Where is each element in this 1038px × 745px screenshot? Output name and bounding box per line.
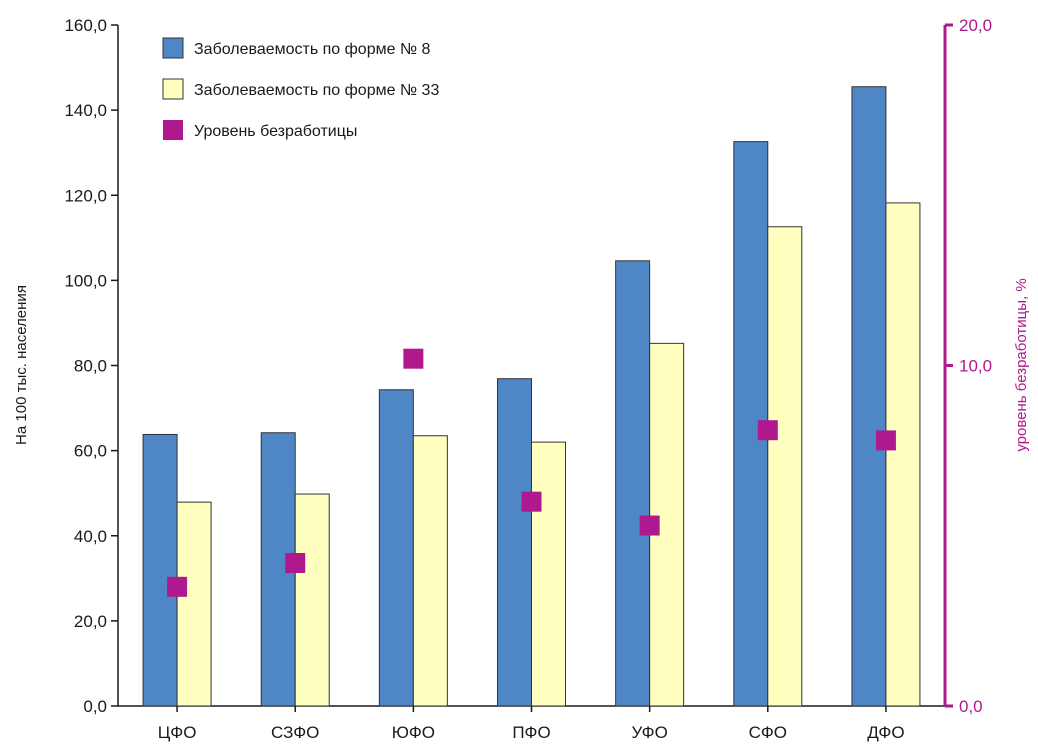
y-tick-label-left: 0,0 — [83, 697, 107, 716]
legend-swatch-form8 — [162, 37, 184, 59]
ticks-layer: 0,0 20,0 40,0 60,0 80,0 100,0 120,0 140,0 160,0 0… — [64, 16, 992, 716]
y-tick-label-left: 40,0 — [74, 527, 107, 546]
legend: Заболеваемость по форме № 8 Заболеваемос… — [162, 37, 439, 140]
y-axis-title-right: уровень безработицы, % — [1013, 278, 1030, 451]
bar-form8 — [497, 378, 532, 707]
marker-unemployment — [167, 576, 188, 597]
x-tick-label: СЗФО — [271, 723, 319, 742]
y-tick-label-left: 20,0 — [74, 612, 107, 631]
marker-unemployment — [521, 491, 542, 512]
y-axis-title-left: На 100 тыс. населения — [13, 285, 30, 445]
x-tick-label: ДФО — [867, 723, 904, 742]
legend-label-unemployment: Уровень безработицы — [194, 123, 357, 140]
y-tick-label-right: 0,0 — [959, 697, 983, 716]
category-labels: ЦФО СЗФО ЮФО ПФО УФО СФО ДФО — [158, 706, 905, 742]
bar-form8 — [851, 86, 887, 707]
marker-unemployment — [403, 348, 424, 369]
y-tick-label-left: 80,0 — [74, 357, 107, 376]
y-tick-label-left: 160,0 — [64, 16, 107, 35]
bar-form8 — [142, 433, 178, 707]
x-tick-label: ЦФО — [158, 723, 197, 742]
y-tick-label-left: 120,0 — [64, 186, 107, 205]
marker-unemployment — [285, 552, 306, 573]
x-tick-label: ЮФО — [392, 723, 435, 742]
bar-form8 — [378, 389, 414, 707]
x-tick-label: ПФО — [512, 723, 550, 742]
y-tick-label-left: 140,0 — [64, 101, 107, 120]
bar-form33 — [767, 226, 803, 707]
legend-swatch-form33 — [162, 78, 184, 100]
bar-form33 — [176, 501, 212, 707]
x-tick-label: СФО — [749, 723, 787, 742]
marker-unemployment — [757, 420, 778, 441]
bar-form33 — [412, 435, 448, 707]
marker-unemployment — [639, 515, 660, 536]
y-tick-label-right: 10,0 — [959, 357, 992, 376]
y-tick-label-left: 100,0 — [64, 271, 107, 290]
legend-swatch-unemployment — [163, 120, 183, 140]
y-tick-label-left: 60,0 — [74, 442, 107, 461]
bars-layer — [142, 86, 921, 707]
bar-form33 — [885, 202, 921, 707]
markers-layer — [167, 348, 896, 597]
bar-form33 — [531, 441, 566, 707]
y-tick-label-right: 20,0 — [959, 16, 992, 35]
legend-label-form8: Заболеваемость по форме № 8 — [194, 41, 431, 58]
legend-label-form33: Заболеваемость по форме № 33 — [194, 82, 439, 99]
bar-form8 — [615, 260, 651, 707]
bar-form33 — [294, 493, 330, 707]
x-tick-label: УФО — [631, 723, 667, 742]
marker-unemployment — [875, 430, 896, 451]
